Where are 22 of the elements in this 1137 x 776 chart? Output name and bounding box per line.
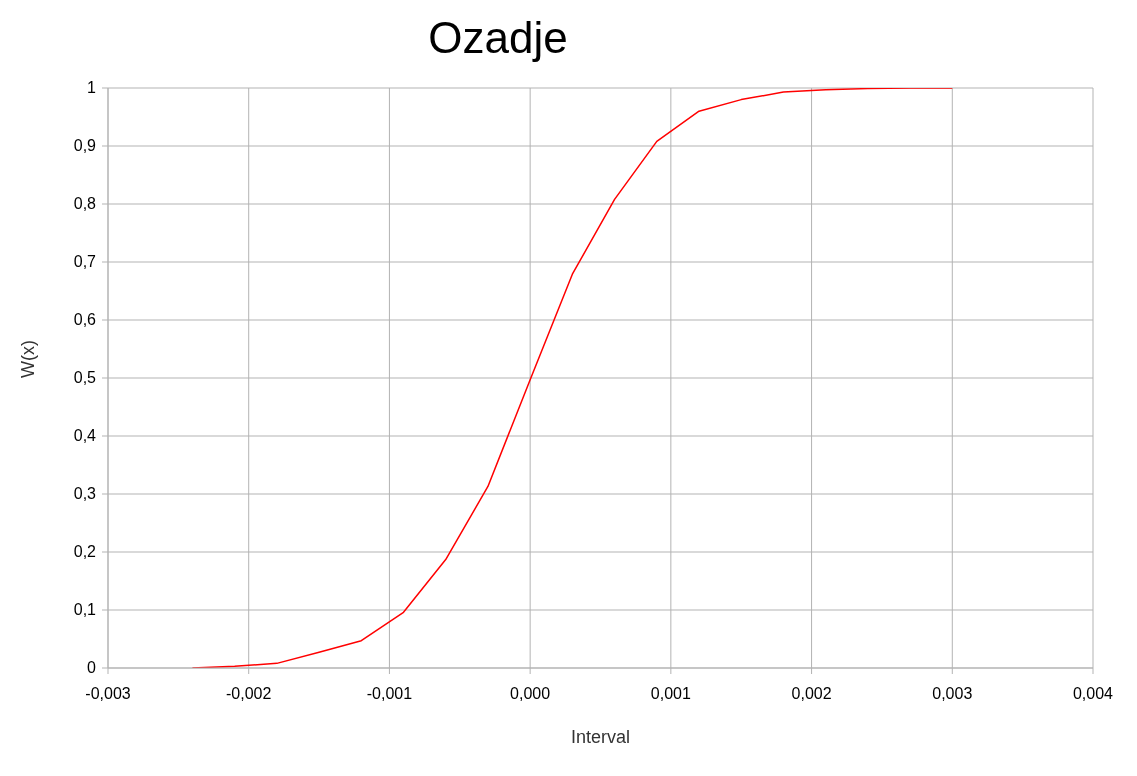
y-tick-label: 0,6 [73, 311, 97, 328]
x-tick-label: 0,003 [932, 685, 973, 703]
chart-title: Ozadje [427, 12, 569, 64]
y-tick-label: 0,5 [73, 369, 97, 386]
y-tick-label: 0,9 [73, 137, 97, 154]
y-tick-label: 0,7 [73, 253, 97, 270]
x-tick-label: 0,000 [510, 685, 551, 703]
y-tick-label: 0,1 [73, 601, 97, 618]
x-tick-label: 0,004 [1072, 685, 1114, 703]
x-tick-label: 0,001 [650, 685, 691, 703]
x-tick-label: -0,002 [226, 685, 272, 703]
y-tick-label: 0,4 [73, 427, 97, 444]
x-tick-label: -0,003 [85, 685, 131, 703]
y-tick-label: 0,3 [73, 485, 97, 502]
y-tick-label: 0,8 [73, 195, 97, 212]
x-tick-label: 0,002 [791, 685, 832, 703]
x-tick-label: -0,001 [366, 685, 413, 703]
y-tick-label: 1 [87, 79, 97, 96]
x-axis-title: Interval [570, 727, 631, 747]
y-tick-label: 0,2 [73, 543, 97, 560]
y-axis-title: W(x) [18, 340, 39, 378]
y-tick-label: 0 [87, 659, 97, 676]
